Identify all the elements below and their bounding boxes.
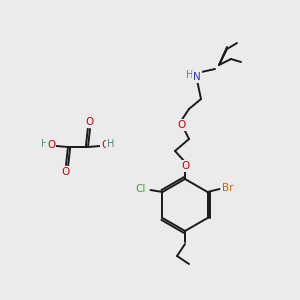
Text: O: O — [86, 117, 94, 127]
Text: O: O — [181, 161, 189, 171]
Text: N: N — [193, 72, 201, 82]
Text: Cl: Cl — [135, 184, 146, 194]
Text: H: H — [186, 70, 194, 80]
Text: Br: Br — [222, 183, 233, 193]
Text: O: O — [62, 167, 70, 177]
Text: O: O — [177, 120, 185, 130]
Text: O: O — [47, 140, 55, 150]
Text: H: H — [107, 139, 115, 149]
Text: O: O — [101, 140, 109, 150]
Text: H: H — [41, 139, 49, 149]
